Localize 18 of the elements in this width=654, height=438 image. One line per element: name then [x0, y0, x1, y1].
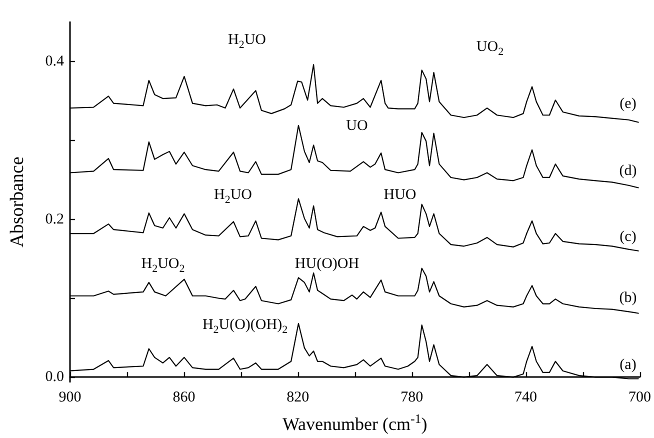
y-tick-label: 0.4	[45, 53, 64, 70]
x-tick-label: 900	[58, 389, 82, 406]
x-tick-label: 740	[514, 389, 538, 406]
annotation: HUO	[384, 187, 416, 203]
x-tick-label: 860	[172, 389, 196, 406]
x-tick-label: 700	[628, 389, 651, 406]
annotation: (b)	[619, 290, 637, 306]
annotation: (a)	[620, 357, 636, 373]
annotation: HU(O)OH	[294, 256, 360, 272]
y-tick-label: 0.2	[45, 211, 64, 228]
y-axis-title: Absorbance	[7, 156, 28, 248]
x-tick-label: 820	[286, 389, 310, 406]
x-tick-label: 780	[400, 389, 424, 406]
annotation: (d)	[619, 163, 637, 179]
y-tick-label: 0.0	[45, 369, 64, 386]
annotation: (c)	[620, 229, 636, 245]
annotation: UO	[346, 118, 368, 134]
annotation: (e)	[620, 96, 636, 112]
